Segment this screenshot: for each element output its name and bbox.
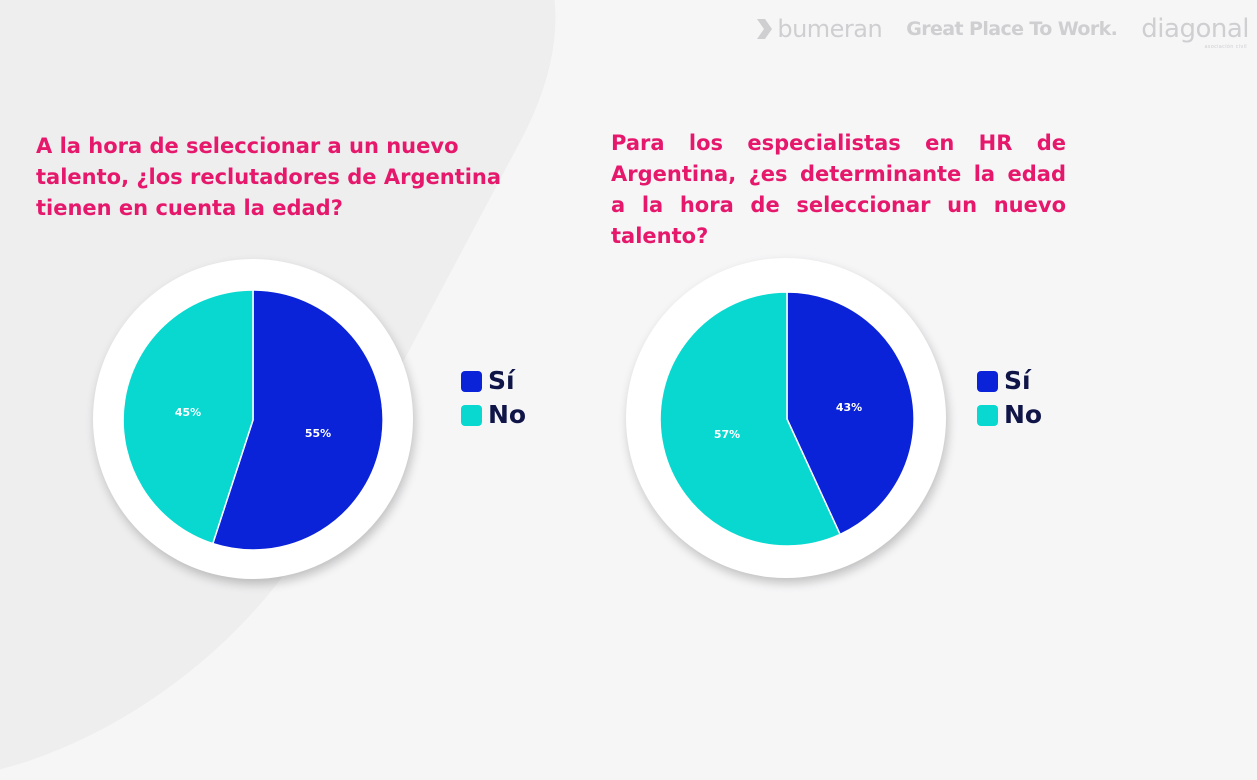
legend-swatch-no — [461, 404, 482, 426]
legend-swatch-si — [461, 370, 482, 392]
bumeran-logo: bumeran — [755, 15, 883, 43]
legend-item-no: No — [977, 401, 1042, 429]
sponsor-logos: bumeran Great Place To Work. diagonal as… — [755, 14, 1249, 50]
legend-item-si: Sí — [977, 367, 1042, 395]
legend-label-no: No — [1004, 400, 1043, 429]
pie-chart-2: 43% 57% — [626, 258, 946, 578]
diagonal-logo-subtext: asociación civil — [1204, 44, 1247, 50]
legend-item-si: Sí — [461, 367, 526, 395]
pie-1-label-si: 55% — [305, 427, 331, 440]
diagonal-logo: diagonal asociación civil — [1141, 14, 1249, 50]
legend-item-no: No — [461, 401, 526, 429]
pie-1-label-no: 45% — [175, 406, 201, 419]
legend-swatch-si — [977, 370, 998, 392]
pie-1-slice-si — [211, 289, 384, 551]
legend-swatch-no — [977, 404, 998, 426]
bumeran-logo-text: bumeran — [777, 15, 883, 43]
chart-2-question: Para los especialistas en HR de Argentin… — [611, 131, 1066, 248]
pie-2-slice-si — [786, 291, 915, 536]
bumeran-chevron-icon — [757, 19, 773, 39]
chart-1-legend: Sí No — [461, 367, 526, 429]
legend-label-no: No — [488, 400, 527, 429]
pie-2-slice-no — [659, 291, 842, 547]
pie-2-label-si: 43% — [836, 401, 862, 414]
chart-1-question: A la hora de seleccionar a un nuevo tale… — [36, 134, 502, 220]
pie-1-slice-no — [122, 289, 254, 545]
legend-label-si: Sí — [1004, 366, 1031, 395]
chart-2-legend: Sí No — [977, 367, 1042, 429]
great-place-to-work-logo: Great Place To Work. — [906, 18, 1118, 40]
diagonal-logo-text: diagonal — [1141, 14, 1249, 44]
pie-chart-1: 55% 45% — [93, 259, 413, 579]
legend-label-si: Sí — [488, 366, 515, 395]
pie-2-label-no: 57% — [714, 428, 740, 441]
